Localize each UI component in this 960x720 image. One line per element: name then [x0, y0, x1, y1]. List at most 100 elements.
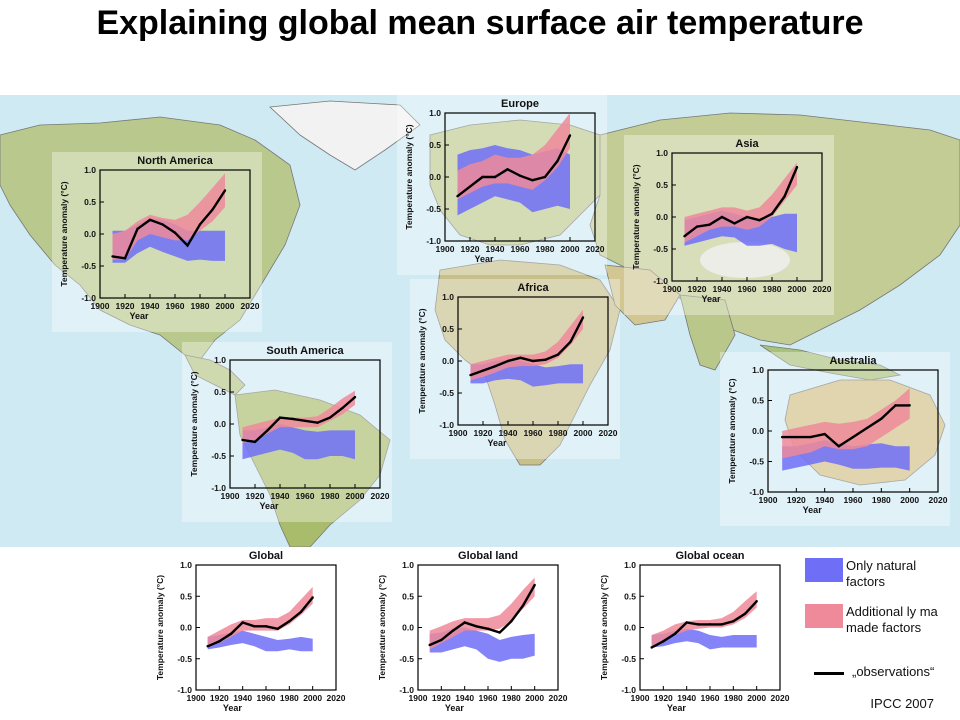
chart-south-america-observations-line	[242, 396, 356, 444]
chart-south-america-ytick-label: -0.5	[211, 451, 226, 461]
chart-asia-observation-point	[683, 235, 686, 238]
chart-europe-ytick-label: -1.0	[426, 236, 441, 246]
chart-africa-observation-point	[544, 358, 547, 361]
chart-south-america-observation-point	[253, 440, 257, 444]
chart-global-land-observation-point	[440, 638, 443, 642]
chart-south-america-anthropogenic-band	[242, 390, 355, 444]
chart-global-ytick-label: 0.0	[180, 623, 192, 633]
chart-south-america-observation-point	[328, 416, 332, 419]
chart-south-america-observation-point	[303, 419, 307, 422]
chart-global-land-ytick-label: -0.5	[399, 654, 414, 664]
chart-europe-observation-point	[531, 179, 534, 182]
chart-north-america-observation-point	[223, 189, 227, 192]
chart-australia-ylabel: Temperature anomaly (°C)	[727, 378, 737, 483]
chart-europe-ytick-label: 0.5	[429, 140, 441, 150]
chart-europe-ytick-label: 0.0	[429, 172, 441, 182]
chart-south-america-xtick-label: 1980	[321, 491, 340, 501]
chart-global-land-observation-point	[428, 643, 431, 647]
chart-africa-ytick-label: -1.0	[439, 420, 454, 430]
chart-asia-ytick-label: -0.5	[653, 244, 668, 254]
chart-north-america-xtick-label: 1920	[116, 301, 135, 311]
chart-global-observations-line	[207, 596, 314, 648]
chart-global-land-observations-line	[429, 584, 536, 647]
chart-global-land-xtick-label: 1940	[455, 693, 474, 703]
chart-global-land-anthropogenic-band	[429, 577, 535, 650]
chart-australia-ytick-label: 1.0	[752, 365, 764, 375]
chart-global-ocean-observations-line	[651, 600, 758, 649]
chart-south-america-ylabel: Temperature anomaly (°C)	[189, 371, 199, 476]
chart-europe-observation-point	[456, 195, 459, 198]
chart-north-america-observation-point	[111, 255, 114, 258]
chart-asia-xtick-label: 1900	[663, 284, 682, 294]
chart-global-land-observation-point	[498, 631, 501, 634]
legend-natural-label: Only natural factors	[846, 558, 916, 590]
chart-africa-observation-point	[506, 359, 510, 363]
chart-global-land-ytick-label: 0.0	[402, 623, 414, 633]
chart-australia-observation-point	[894, 404, 897, 407]
greenland-landmass	[269, 100, 421, 171]
chart-global-natural-band	[207, 630, 313, 652]
chart-global-observation-point	[218, 640, 221, 643]
chart-europe-ylabel: Temperature anomaly (°C)	[404, 124, 414, 229]
chart-australia-xtick-label: 2020	[929, 495, 948, 505]
chart-global-ocean-observation-point	[662, 640, 665, 643]
chart-australia-observation-point	[880, 417, 883, 420]
chart-global-title: Global	[249, 550, 283, 562]
chart-global-ylabel: Temperature anomaly (°C)	[155, 575, 165, 680]
arabia-landmass	[604, 264, 681, 326]
chart-africa-observation-point	[531, 359, 535, 363]
chart-australia-observation-point	[780, 435, 784, 439]
legend-anthropogenic-line1: Additional ly ma	[846, 604, 938, 619]
chart-south-america-ytick-label: 1.0	[214, 355, 226, 365]
chart-global-ytick-label: -0.5	[177, 654, 192, 664]
chart-south-america-observation-point	[241, 438, 244, 442]
chart-north-america-observation-point	[186, 244, 189, 247]
chart-africa-observation-point	[556, 353, 560, 356]
chart-global-ocean-xtick-label: 2020	[771, 693, 790, 703]
chart-africa-observations-line	[470, 316, 585, 377]
chart-north-america-observation-point	[173, 231, 177, 234]
chart-global-land-observation-point	[521, 604, 525, 607]
legend-natural-line1: Only natural	[846, 558, 917, 573]
chart-asia-xtick-label: 1980	[763, 284, 782, 294]
chart-europe-ytick-label: 1.0	[429, 108, 441, 118]
chart-asia-xtick-label: 2020	[813, 284, 832, 294]
chart-asia-observation-point	[795, 165, 799, 169]
chart-south-america-observation-point	[278, 416, 282, 419]
chart-global-ocean-observation-point	[732, 620, 735, 623]
tibet-plateau	[700, 242, 790, 278]
chart-asia-observation-point	[770, 212, 774, 215]
chart-global-ytick-label: -1.0	[177, 685, 192, 695]
chart-australia-xtick-label: 1900	[759, 495, 778, 505]
chart-asia-title: Asia	[735, 138, 759, 150]
chart-europe-xlabel: Year	[474, 254, 494, 264]
chart-australia-ytick-label: -1.0	[749, 487, 764, 497]
chart-europe-xtick-label: 2020	[586, 244, 605, 254]
chart-asia-observation-point	[695, 225, 699, 228]
chart-south-america-observation-point	[341, 406, 344, 410]
chart-africa-xtick-label: 1980	[549, 428, 568, 438]
chart-asia-ytick-label: 0.5	[656, 180, 668, 190]
chart-global-observation-point	[264, 625, 268, 628]
chart-global-observation-point	[253, 625, 256, 628]
chart-australia-xlabel: Year	[803, 505, 823, 515]
chart-africa-ylabel: Temperature anomaly (°C)	[417, 308, 427, 413]
chart-north-america-xlabel: Year	[129, 311, 149, 321]
chart-europe-observation-point	[493, 175, 497, 179]
chart-north-america-xtick-label: 1980	[191, 301, 210, 311]
chart-south-america-observation-point	[266, 429, 269, 432]
chart-asia-observation-point	[758, 219, 761, 222]
chart-asia-observation-point	[733, 222, 736, 225]
chart-global-ocean-ytick-label: -1.0	[621, 685, 636, 695]
chart-global-land-ylabel: Temperature anomaly (°C)	[377, 575, 387, 680]
chart-asia-xtick-label: 1940	[713, 284, 732, 294]
chart-global-land-xtick-label: 1900	[409, 693, 428, 703]
chart-africa-ytick-label: 1.0	[442, 292, 454, 302]
chart-global-observation-point	[241, 621, 244, 624]
chart-europe-observation-point	[556, 159, 559, 163]
